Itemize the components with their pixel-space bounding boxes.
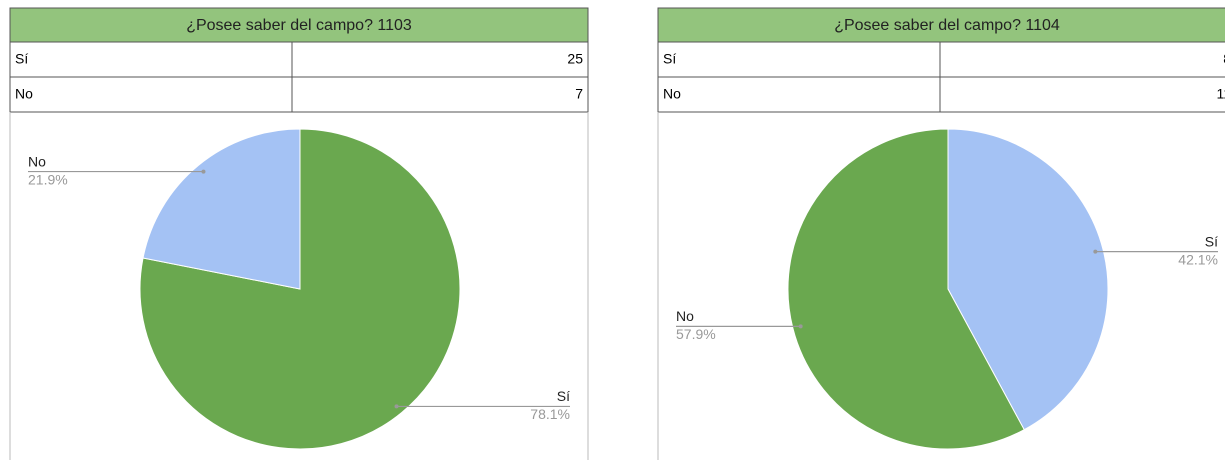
row-label: No — [15, 86, 33, 102]
slice-label: Sí — [1205, 233, 1218, 249]
row-value: 11 — [1216, 86, 1225, 102]
cell — [657, 76, 941, 113]
cell — [657, 41, 941, 78]
row-label: Sí — [663, 51, 676, 67]
slice-label: No — [28, 153, 46, 169]
slice-percent: 57.9% — [676, 326, 716, 342]
cell — [9, 41, 293, 78]
pie-slice — [142, 128, 301, 290]
cell — [9, 76, 293, 113]
table-title: ¿Posee saber del campo? 1103 — [186, 17, 412, 34]
cell — [291, 41, 589, 78]
cell — [939, 41, 1225, 78]
table-title: ¿Posee saber del campo? 1104 — [834, 17, 1060, 34]
slice-label: No — [676, 308, 694, 324]
row-label: No — [663, 86, 681, 102]
leader-dot — [1093, 249, 1098, 254]
slice-percent: 21.9% — [28, 171, 68, 187]
slice-percent: 78.1% — [530, 406, 570, 422]
title-bar — [9, 7, 589, 43]
slice-label: Sí — [557, 388, 570, 404]
slice-percent: 42.1% — [1178, 251, 1218, 267]
pie-slice — [947, 128, 1109, 431]
row-value: 8 — [1223, 51, 1225, 67]
row-label: Sí — [15, 51, 28, 67]
cell — [291, 76, 589, 113]
row-value: 7 — [575, 86, 583, 102]
leader-dot — [201, 169, 206, 174]
pie-slice — [787, 128, 1025, 450]
cell — [939, 76, 1225, 113]
leader-dot — [394, 404, 399, 409]
row-value: 25 — [567, 51, 583, 67]
leader-dot — [798, 324, 803, 329]
